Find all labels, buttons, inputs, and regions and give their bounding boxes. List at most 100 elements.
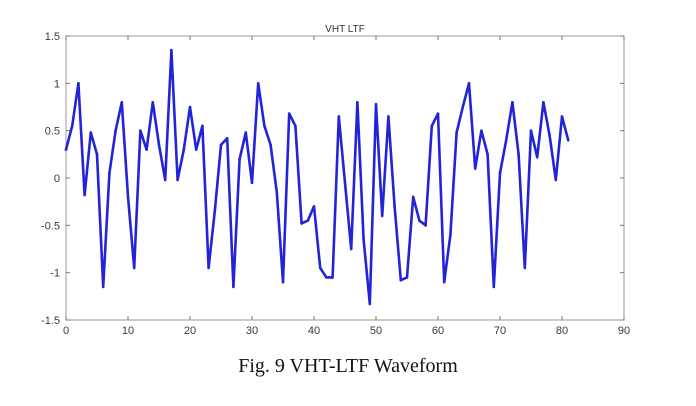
data-point <box>89 131 93 134</box>
y-tick-label: -1 <box>50 268 60 280</box>
series-layer <box>64 48 570 306</box>
data-point <box>83 193 86 197</box>
data-point <box>77 82 80 85</box>
data-point <box>442 280 446 284</box>
y-axis: -1.5 -1 -0.5 0 0.5 1 1.5 <box>41 31 624 327</box>
data-point <box>244 131 248 134</box>
y-tick-label: 1.5 <box>45 31 60 43</box>
data-point <box>101 285 105 289</box>
data-point <box>157 143 161 147</box>
data-point <box>424 224 427 227</box>
data-point <box>356 100 359 104</box>
data-point <box>120 100 124 104</box>
data-point <box>139 129 142 132</box>
data-point <box>182 148 186 151</box>
data-point <box>312 205 316 208</box>
data-point <box>436 112 440 115</box>
data-point <box>486 153 489 156</box>
figure-caption: Fig. 9 VHT-LTF Waveform <box>238 355 458 377</box>
data-point <box>250 181 254 185</box>
data-point <box>132 266 136 270</box>
data-point <box>281 280 285 284</box>
data-point <box>269 143 272 147</box>
vht-ltf-chart: VHT LTF 0 10 20 30 40 50 60 70 80 90 -1.5-1-0.500… <box>41 24 630 337</box>
data-point <box>492 285 496 289</box>
data-point <box>306 219 310 222</box>
data-point <box>374 102 378 106</box>
data-point <box>480 129 483 132</box>
data-point <box>511 100 514 104</box>
data-point <box>504 138 508 142</box>
data-point <box>300 222 303 225</box>
data-point <box>170 48 173 52</box>
data-point <box>176 178 179 182</box>
data-point <box>548 134 551 137</box>
x-tick-label: 0 <box>63 325 69 337</box>
data-point <box>393 205 396 208</box>
x-tick-label: 20 <box>184 325 196 337</box>
data-point <box>201 124 204 128</box>
data-point <box>560 115 564 118</box>
data-point <box>349 247 353 251</box>
data-point <box>362 238 365 241</box>
data-point <box>294 124 297 128</box>
data-point <box>232 285 235 289</box>
data-point <box>318 266 322 270</box>
y-tick-label: -0.5 <box>41 220 60 232</box>
data-point <box>219 143 223 147</box>
data-point <box>114 129 117 132</box>
data-point <box>225 136 229 140</box>
data-point <box>343 181 347 185</box>
data-point <box>461 105 465 109</box>
data-point <box>529 129 533 132</box>
data-point <box>275 190 279 194</box>
y-tick-label: 0.5 <box>45 126 60 138</box>
data-point <box>213 209 217 213</box>
data-point <box>256 82 260 85</box>
data-point <box>554 178 558 182</box>
data-point <box>542 100 545 104</box>
data-point <box>287 112 291 115</box>
data-point <box>263 124 266 128</box>
data-point <box>405 276 409 279</box>
data-point <box>126 195 130 199</box>
data-point <box>64 148 68 151</box>
series-line <box>64 48 570 306</box>
x-axis: 0 10 20 30 40 50 60 70 80 90 <box>63 36 630 337</box>
x-tick-label: 10 <box>122 325 134 337</box>
data-point <box>399 278 403 282</box>
data-point <box>238 157 241 161</box>
data-point <box>188 105 192 109</box>
data-point <box>467 82 471 85</box>
y-tick-label: 1 <box>54 78 60 90</box>
data-point <box>535 155 539 159</box>
data-point <box>411 195 415 199</box>
data-point <box>498 171 502 175</box>
x-tick-label: 60 <box>432 325 444 337</box>
data-point <box>331 276 334 279</box>
data-point <box>455 131 458 134</box>
data-point <box>473 167 477 170</box>
data-point <box>325 276 328 279</box>
data-point <box>380 214 384 218</box>
data-point <box>337 115 341 118</box>
data-point <box>368 302 372 306</box>
x-tick-label: 40 <box>308 325 320 337</box>
data-point <box>523 266 527 270</box>
data-point <box>70 124 74 128</box>
data-point <box>449 233 452 237</box>
data-point <box>566 138 570 142</box>
data-point <box>207 266 210 270</box>
y-tick-label: -1.5 <box>41 315 60 327</box>
data-point <box>387 115 390 118</box>
data-point <box>430 124 434 128</box>
data-point <box>517 153 520 156</box>
data-point <box>194 148 198 151</box>
x-tick-label: 80 <box>556 325 568 337</box>
data-point <box>163 178 167 182</box>
chart-title: VHT LTF <box>325 24 365 35</box>
data-point <box>151 100 155 104</box>
x-tick-label: 30 <box>246 325 258 337</box>
data-point <box>108 171 111 175</box>
